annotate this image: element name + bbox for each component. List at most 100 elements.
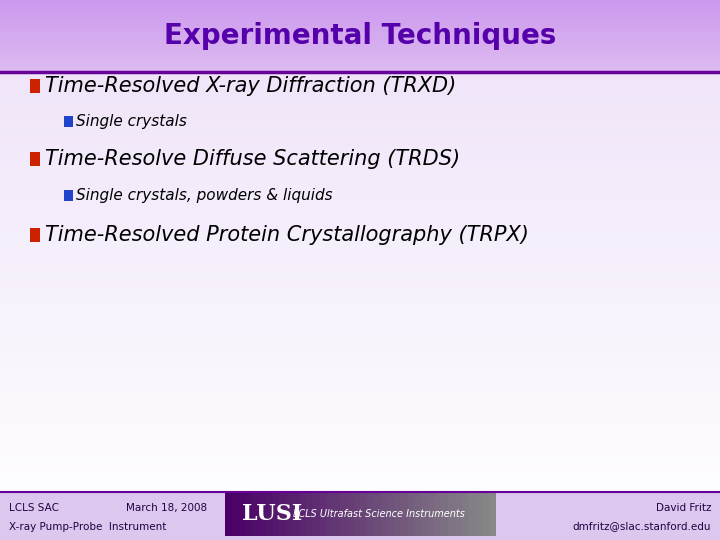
Bar	[0, 383, 720, 389]
Bar	[0, 194, 720, 200]
Bar	[354, 491, 361, 536]
Bar	[441, 491, 449, 536]
Text: LCLS SAC: LCLS SAC	[9, 503, 58, 513]
Bar	[367, 491, 374, 536]
Bar	[0, 76, 720, 81]
Bar	[415, 491, 422, 536]
Bar	[0, 286, 720, 292]
Bar	[0, 50, 720, 54]
Bar	[0, 265, 720, 270]
Bar	[0, 405, 720, 410]
Bar	[428, 491, 436, 536]
Bar	[0, 39, 720, 43]
Bar	[0, 238, 720, 243]
Bar	[408, 491, 415, 536]
Bar	[0, 0, 720, 5]
Bar	[455, 491, 462, 536]
Bar	[0, 508, 720, 513]
Bar	[0, 49, 720, 54]
Bar	[0, 119, 720, 124]
Bar	[0, 443, 720, 448]
Bar	[0, 297, 720, 302]
Bar	[0, 497, 720, 502]
Bar	[0, 248, 720, 254]
Bar	[0, 64, 720, 69]
Bar	[0, 70, 720, 76]
Bar	[394, 491, 402, 536]
Bar	[0, 373, 720, 378]
Bar	[401, 491, 408, 536]
Bar	[0, 335, 720, 340]
Bar	[30, 152, 40, 166]
Text: Experimental Techniques: Experimental Techniques	[164, 22, 556, 50]
Bar	[374, 491, 382, 536]
Bar	[225, 491, 233, 536]
Bar	[0, 60, 720, 65]
Bar	[0, 103, 720, 108]
Bar	[0, 329, 720, 335]
Bar	[0, 437, 720, 443]
Bar	[381, 491, 388, 536]
Bar	[64, 190, 73, 201]
Bar	[273, 491, 280, 536]
Bar	[469, 491, 476, 536]
Bar	[0, 216, 720, 221]
Bar	[0, 470, 720, 475]
Bar	[0, 3, 720, 7]
Text: dmfritz@slac.stanford.edu: dmfritz@slac.stanford.edu	[573, 522, 711, 531]
Bar	[0, 302, 720, 308]
Bar	[0, 25, 720, 29]
Bar	[0, 27, 720, 32]
Bar	[0, 162, 720, 167]
Bar	[448, 491, 456, 536]
Bar	[0, 421, 720, 427]
Bar	[0, 281, 720, 286]
Bar	[0, 427, 720, 432]
Bar	[0, 16, 720, 22]
Bar	[0, 53, 720, 58]
Bar	[0, 81, 720, 86]
Bar	[0, 292, 720, 297]
Bar	[0, 491, 720, 497]
Bar	[0, 324, 720, 329]
Bar	[307, 491, 314, 536]
Bar	[387, 491, 395, 536]
Bar	[333, 491, 341, 536]
Bar	[0, 6, 720, 11]
Bar	[0, 200, 720, 205]
Bar	[259, 491, 266, 536]
Bar	[0, 313, 720, 319]
Bar	[0, 167, 720, 173]
Bar	[0, 227, 720, 232]
Bar	[0, 184, 720, 189]
Bar	[0, 108, 720, 113]
Bar	[360, 491, 368, 536]
Bar	[0, 362, 720, 367]
Text: David Fritz: David Fritz	[656, 503, 711, 513]
Bar	[0, 367, 720, 373]
Bar	[0, 254, 720, 259]
Bar	[0, 243, 720, 248]
Bar	[0, 464, 720, 470]
Bar	[0, 11, 720, 16]
Bar	[0, 32, 720, 38]
Bar	[0, 513, 720, 518]
Bar	[0, 502, 720, 508]
Bar	[435, 491, 442, 536]
Bar	[0, 454, 720, 459]
Text: Single crystals, powders & liquids: Single crystals, powders & liquids	[76, 188, 332, 203]
Bar	[313, 491, 320, 536]
Bar	[0, 14, 720, 18]
Bar	[0, 22, 720, 27]
Bar	[0, 221, 720, 227]
Bar	[0, 475, 720, 481]
Bar	[300, 491, 307, 536]
Bar	[0, 57, 720, 61]
Bar	[0, 135, 720, 140]
Bar	[0, 394, 720, 400]
Bar	[0, 21, 720, 25]
Bar	[0, 36, 720, 39]
Text: LUSI: LUSI	[242, 503, 302, 525]
Bar	[0, 492, 720, 540]
Bar	[0, 378, 720, 383]
